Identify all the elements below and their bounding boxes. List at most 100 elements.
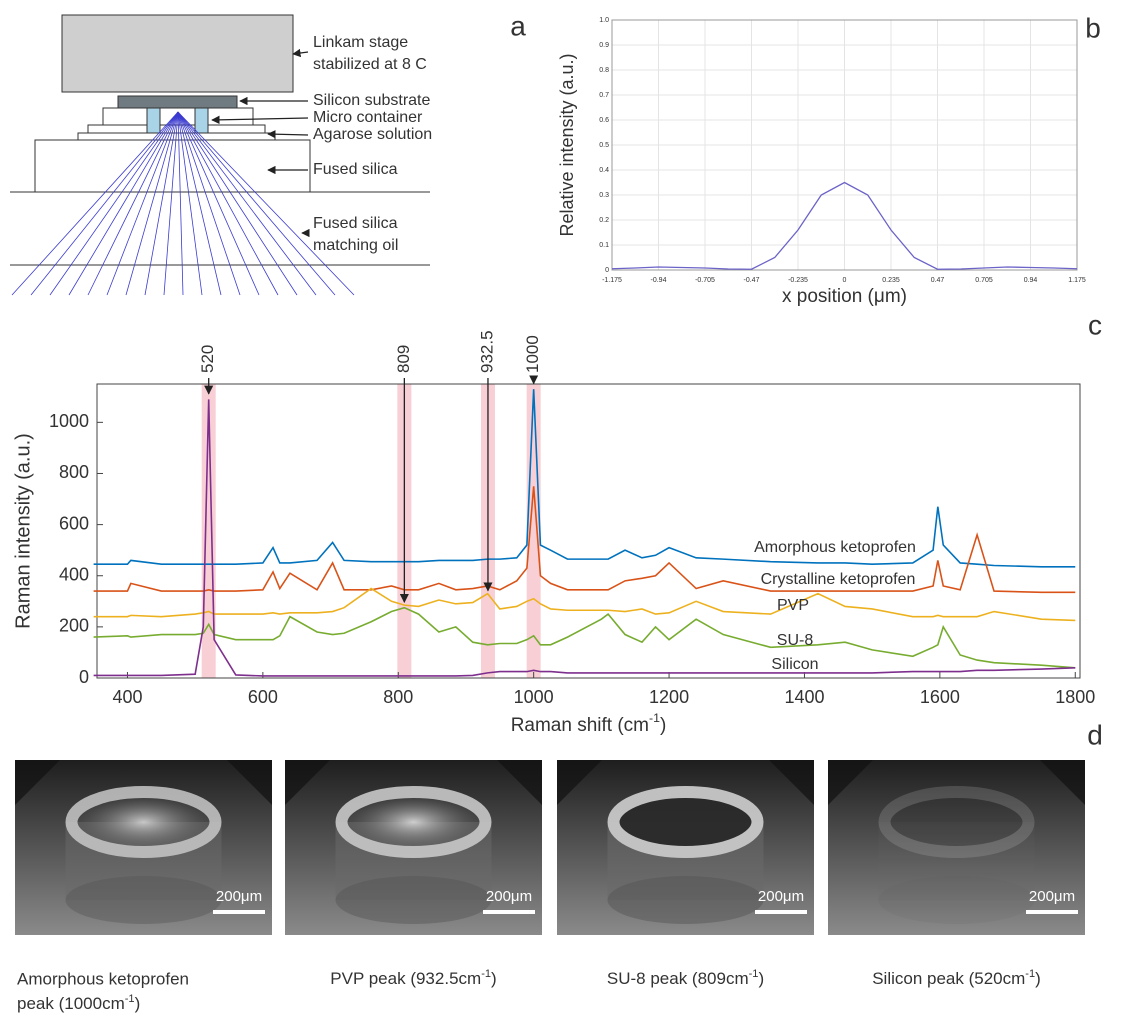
x-axis-label: Raman shift (cm-1) (511, 711, 667, 736)
highlight-band (201, 384, 216, 678)
image-caption-sup: -1 (749, 968, 759, 980)
y-tick-label: 0.8 (599, 67, 609, 74)
image-caption-end: ) (491, 969, 497, 988)
diagram-label: Linkam stage (313, 34, 408, 51)
x-tick-label: 0.47 (931, 277, 945, 284)
y-tick-label: 0.5 (599, 142, 609, 149)
plot-frame (96, 383, 1081, 679)
image-caption: SU-8 peak (809cm-1) (607, 968, 764, 989)
image-caption: Silicon peak (520cm-1) (872, 968, 1041, 989)
ray (177, 111, 279, 296)
ray (144, 111, 179, 296)
y-tick-label: 0.3 (599, 192, 609, 199)
series-label: SU-8 (777, 632, 814, 649)
y-tick-label: 0 (605, 267, 609, 274)
diagram-arrow (211, 115, 309, 125)
image-caption-end: ) (1035, 969, 1041, 988)
x-axis-label-text: Raman shift (cm (511, 715, 649, 736)
image-caption: PVP peak (932.5cm-1) (330, 968, 496, 989)
x-tick-label: 1000 (514, 687, 554, 707)
image-caption-end: ) (758, 969, 764, 988)
y-axis-label: Raman intensity (a.u.) (12, 433, 34, 629)
series-line (93, 399, 1076, 677)
annotation-label: 1000 (523, 335, 542, 373)
x-tick-label: 1.175 (1068, 277, 1086, 284)
panel-label: b (1085, 12, 1101, 43)
ray (177, 111, 336, 296)
ray (177, 111, 317, 296)
x-tick-label: -0.47 (744, 277, 760, 284)
scale-bar-label: 200μm (758, 888, 804, 905)
x-tick-label: 0 (843, 277, 847, 284)
cylinder-base (65, 876, 222, 924)
x-tick-label: 1800 (1055, 687, 1095, 707)
cylinder-base (878, 876, 1035, 924)
series-line (93, 587, 1076, 622)
highlight-band (526, 384, 541, 678)
diagram-label: stabilized at 8 C (313, 56, 427, 73)
y-tick-label: 0.9 (599, 42, 609, 49)
cylinder-base (607, 876, 764, 924)
x-tick-label: 1600 (920, 687, 960, 707)
diagram-label: Micro container (313, 109, 423, 126)
ray (49, 111, 179, 296)
image-corner (497, 760, 542, 805)
y-tick-label: 1.0 (599, 17, 609, 24)
ray (11, 111, 179, 296)
ray (177, 111, 203, 296)
panel-label: c (1088, 309, 1102, 340)
image-caption-text: PVP peak (932.5cm (330, 969, 481, 988)
y-tick-label: 0.4 (599, 167, 609, 174)
ray (125, 111, 179, 296)
diagram-label: Fused silica (313, 161, 398, 178)
x-tick-label: 800 (383, 687, 413, 707)
image-background (828, 760, 1085, 935)
y-tick-label: 600 (59, 513, 89, 533)
x-tick-label: 400 (112, 687, 142, 707)
ray (177, 111, 298, 296)
ray (177, 111, 222, 296)
diagram (10, 14, 430, 296)
x-tick-label: 0.94 (1024, 277, 1038, 284)
ray (30, 111, 179, 296)
cylinder-base (335, 876, 492, 924)
x-tick-label: -0.235 (788, 277, 808, 284)
series-label: PVP (777, 597, 809, 614)
y-tick-label: 400 (59, 564, 89, 584)
x-axis-label-end: ) (660, 715, 666, 736)
image-caption-text: SU-8 peak (809cm (607, 969, 749, 988)
image-corner (828, 760, 873, 805)
y-tick-label: 0.2 (599, 217, 609, 224)
scale-bar-label: 200μm (1029, 888, 1075, 905)
image-caption-sup: -1 (481, 968, 491, 980)
series-label: Crystalline ketoprofen (761, 571, 916, 588)
x-axis-label-sup: -1 (649, 711, 660, 725)
ring-top (335, 786, 492, 858)
diagram-arrow (292, 48, 309, 58)
diagram-label: matching oil (313, 237, 398, 254)
series-line (611, 181, 1078, 270)
diagram-arrow (267, 129, 309, 139)
y-tick-label: 1000 (49, 411, 89, 431)
ray (106, 111, 179, 296)
diagram-label: Agarose solution (313, 126, 432, 143)
annotation-label: 809 (394, 345, 413, 373)
y-axis-label: Relative intensity (a.u.) (557, 53, 577, 236)
diagram-label: Silicon substrate (313, 92, 430, 109)
ray (177, 111, 241, 296)
x-tick-label: 0.235 (882, 277, 900, 284)
series-line (93, 606, 1076, 669)
image-corner (1040, 760, 1085, 805)
ray (68, 111, 179, 296)
scale-bar-label: 200μm (486, 888, 532, 905)
diagram-label: Fused silica (313, 215, 398, 232)
ring-top (878, 786, 1035, 858)
x-tick-label: 0.705 (975, 277, 993, 284)
y-tick-label: 0.6 (599, 117, 609, 124)
panel-label: d (1087, 719, 1103, 750)
y-tick-label: 0 (79, 667, 89, 687)
y-tick-label: 800 (59, 462, 89, 482)
image-corner (285, 760, 330, 805)
ray (177, 111, 260, 296)
